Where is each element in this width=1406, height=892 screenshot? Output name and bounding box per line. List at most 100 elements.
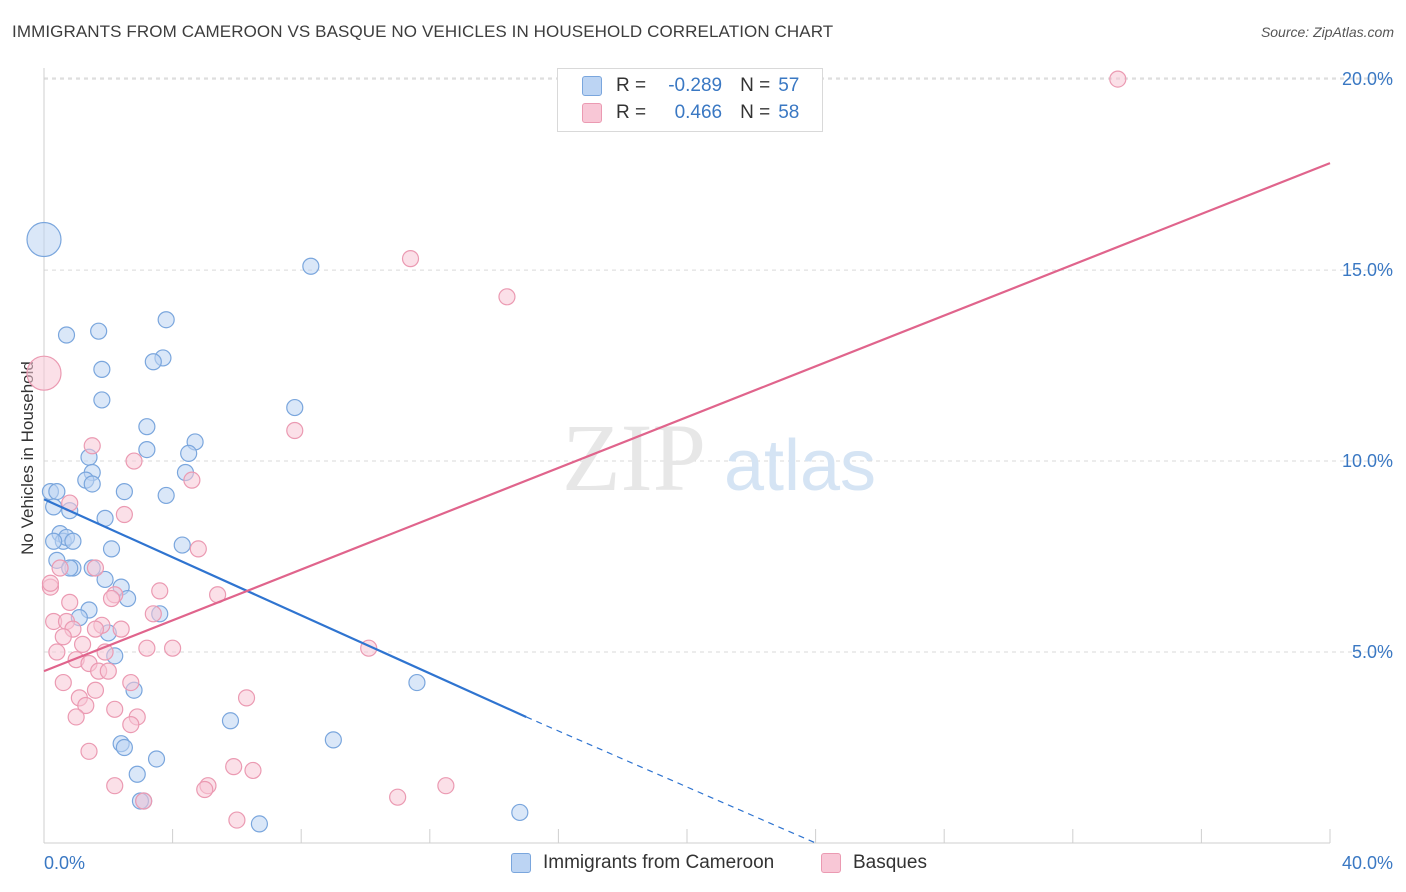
trend-line-cameroon — [43, 498, 527, 718]
y-tick-label: 15.0% — [1342, 260, 1393, 280]
data-point — [83, 437, 101, 455]
legend-n-label: N = — [740, 75, 771, 96]
data-point — [157, 311, 175, 329]
series-basques-points — [26, 70, 1127, 829]
data-point — [122, 673, 140, 692]
data-point — [221, 712, 240, 730]
watermark-atlas: atlas — [724, 426, 876, 506]
x-tick-label: 0.0% — [44, 853, 85, 873]
data-point — [93, 391, 111, 409]
legend-r-value: -0.289 — [668, 75, 723, 96]
data-point — [147, 750, 166, 768]
legend-n-value: 58 — [778, 102, 800, 123]
data-point — [128, 765, 146, 783]
y-tick-label: 5.0% — [1352, 642, 1393, 662]
data-point — [115, 483, 133, 501]
data-point — [86, 559, 105, 577]
data-point — [102, 540, 121, 558]
x-tick-label: 40.0% — [1342, 853, 1393, 873]
data-point — [48, 643, 66, 661]
data-point — [102, 589, 121, 608]
data-point — [302, 257, 320, 275]
data-point — [164, 639, 182, 657]
bottom-legend-cameroon[interactable]: Immigrants from Cameroon — [511, 852, 774, 874]
data-point — [115, 505, 133, 524]
data-point — [73, 635, 92, 653]
data-point — [144, 353, 162, 371]
gridlines — [44, 77, 1395, 653]
legend-swatch-cameroon — [511, 853, 531, 873]
data-point — [138, 418, 156, 436]
chart-title: IMMIGRANTS FROM CAMEROON VS BASQUE NO VE… — [12, 22, 834, 41]
legend: R = -0.289 N = 57 R = 0.466 N = 58 — [557, 68, 823, 132]
legend-r-label: R = — [616, 75, 647, 96]
data-point — [286, 398, 304, 417]
data-point — [83, 475, 101, 493]
data-point — [144, 605, 162, 623]
legend-row-basques: R = 0.466 N = 58 — [582, 102, 799, 124]
data-point — [225, 758, 243, 776]
data-point — [437, 777, 455, 795]
data-point — [401, 250, 420, 268]
data-point — [112, 620, 130, 638]
data-point — [389, 788, 407, 806]
data-point — [196, 780, 214, 799]
data-point — [45, 532, 63, 550]
trend-line-basques — [43, 162, 1331, 673]
data-point — [511, 803, 529, 822]
data-point — [180, 444, 198, 463]
data-point — [237, 689, 256, 707]
data-point — [99, 662, 117, 680]
data-point — [41, 574, 60, 592]
data-point — [67, 708, 85, 726]
data-point — [86, 681, 105, 699]
trend-line-cameroon-extension — [526, 716, 816, 844]
source-note: Source: ZipAtlas.com — [1260, 24, 1394, 40]
data-point — [135, 792, 153, 810]
data-point — [64, 532, 82, 550]
data-point — [122, 715, 140, 734]
data-point — [125, 452, 143, 470]
data-point — [138, 639, 156, 657]
data-point — [1109, 70, 1127, 88]
watermark: ZIP atlas — [562, 404, 876, 511]
data-point — [57, 326, 76, 344]
legend-label-basques: Basques — [853, 852, 927, 873]
legend-n-value: 57 — [778, 75, 800, 96]
data-point — [324, 731, 342, 749]
axes — [43, 68, 1331, 844]
data-point — [54, 628, 72, 646]
data-point — [228, 811, 246, 829]
data-point — [61, 593, 79, 611]
bottom-legend-basques[interactable]: Basques — [821, 852, 927, 874]
data-point — [286, 421, 304, 440]
data-point — [173, 536, 191, 554]
data-point — [93, 360, 111, 378]
y-tick-label: 20.0% — [1342, 69, 1393, 89]
legend-r-value: 0.466 — [674, 102, 723, 123]
data-point — [151, 582, 169, 600]
data-point — [54, 673, 72, 692]
data-point — [51, 559, 69, 577]
data-point — [138, 440, 156, 459]
legend-r-label: R = — [616, 102, 647, 123]
tick-labels: 5.0% 10.0% 15.0% 20.0% 0.0% 40.0% — [44, 69, 1393, 873]
data-point — [244, 761, 262, 780]
series-cameroon-points — [26, 221, 529, 833]
data-point — [115, 738, 133, 757]
data-point — [498, 288, 516, 306]
legend-n-label: N = — [740, 102, 771, 123]
data-point — [80, 742, 98, 760]
data-point — [408, 673, 426, 692]
data-point — [26, 221, 62, 258]
data-point — [157, 486, 175, 505]
legend-swatch-basques — [821, 853, 841, 873]
data-point — [77, 696, 95, 715]
trend-lines — [43, 162, 1331, 844]
data-point — [189, 540, 207, 558]
legend-swatch-cameroon — [582, 76, 602, 96]
data-point — [48, 483, 66, 501]
data-point — [183, 471, 201, 489]
legend-label-cameroon: Immigrants from Cameroon — [543, 852, 775, 873]
data-point — [90, 322, 108, 340]
